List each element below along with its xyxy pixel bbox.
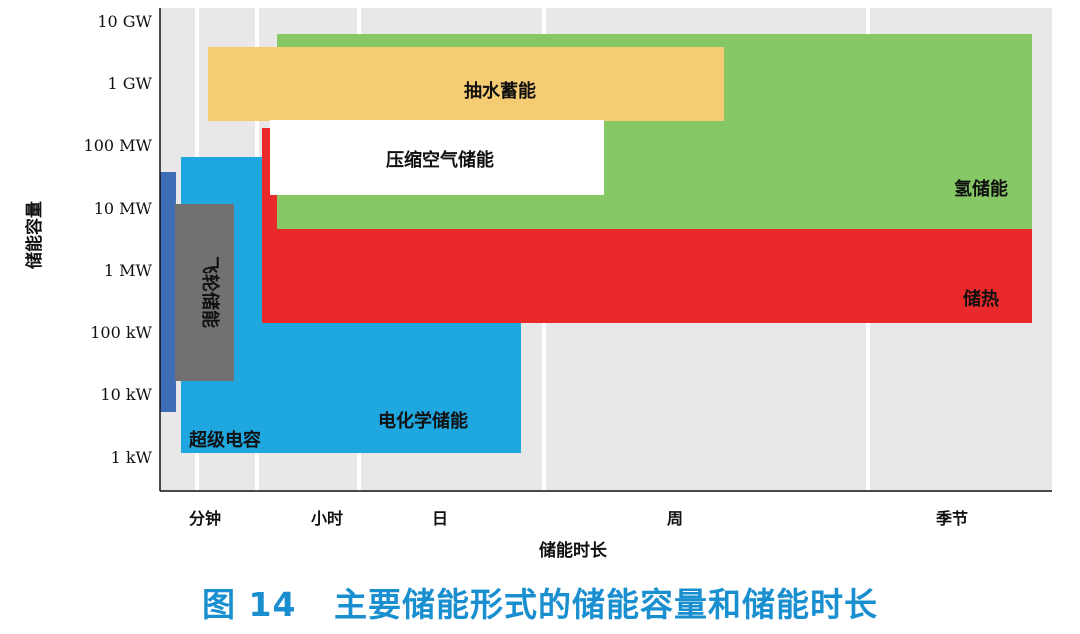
label-flywheel: 飞轮储能 xyxy=(199,256,221,328)
x-tick-label: 小时 xyxy=(311,509,343,528)
y-tick-label: 10 GW xyxy=(97,12,152,31)
y-tick-label: 1 MW xyxy=(104,261,153,280)
y-axis-title: 储能容量 xyxy=(24,201,45,269)
x-tick-label: 季节 xyxy=(935,509,968,528)
range-box-supercapacitor xyxy=(160,172,176,412)
x-tick-label: 日 xyxy=(432,509,448,528)
label-electrochemical: 电化学储能 xyxy=(378,410,468,432)
range-box-heat xyxy=(262,229,1032,323)
y-tick-label: 10 MW xyxy=(94,199,153,218)
y-tick-label: 1 kW xyxy=(111,448,153,467)
label-supercapacitor: 超级电容 xyxy=(189,429,261,451)
x-axis-title: 储能时长 xyxy=(539,540,608,561)
label-pumped-hydro: 抽水蓄能 xyxy=(464,80,536,102)
y-tick-label: 10 kW xyxy=(100,385,152,404)
figure-caption: 图 14 主要储能形式的储能容量和储能时长 xyxy=(0,578,1080,626)
range-box-pumped-hydro xyxy=(208,47,724,121)
x-tick-label: 周 xyxy=(667,509,683,528)
range-box-electrochemical-lower xyxy=(262,323,521,453)
figure-title: 主要储能形式的储能容量和储能时长 xyxy=(333,585,878,624)
y-tick-label: 1 GW xyxy=(108,74,153,93)
y-tick-label: 100 MW xyxy=(84,136,153,155)
label-heat: 储热 xyxy=(962,288,999,310)
figure-number: 图 14 xyxy=(202,585,297,624)
label-hydrogen: 氢储能 xyxy=(954,178,1008,200)
range-box-flywheel xyxy=(175,204,234,381)
label-compressed-air: 压缩空气储能 xyxy=(386,149,494,171)
range-box-compressed-air xyxy=(270,120,604,195)
x-tick-label: 分钟 xyxy=(189,509,221,528)
y-tick-label: 100 kW xyxy=(90,323,152,342)
